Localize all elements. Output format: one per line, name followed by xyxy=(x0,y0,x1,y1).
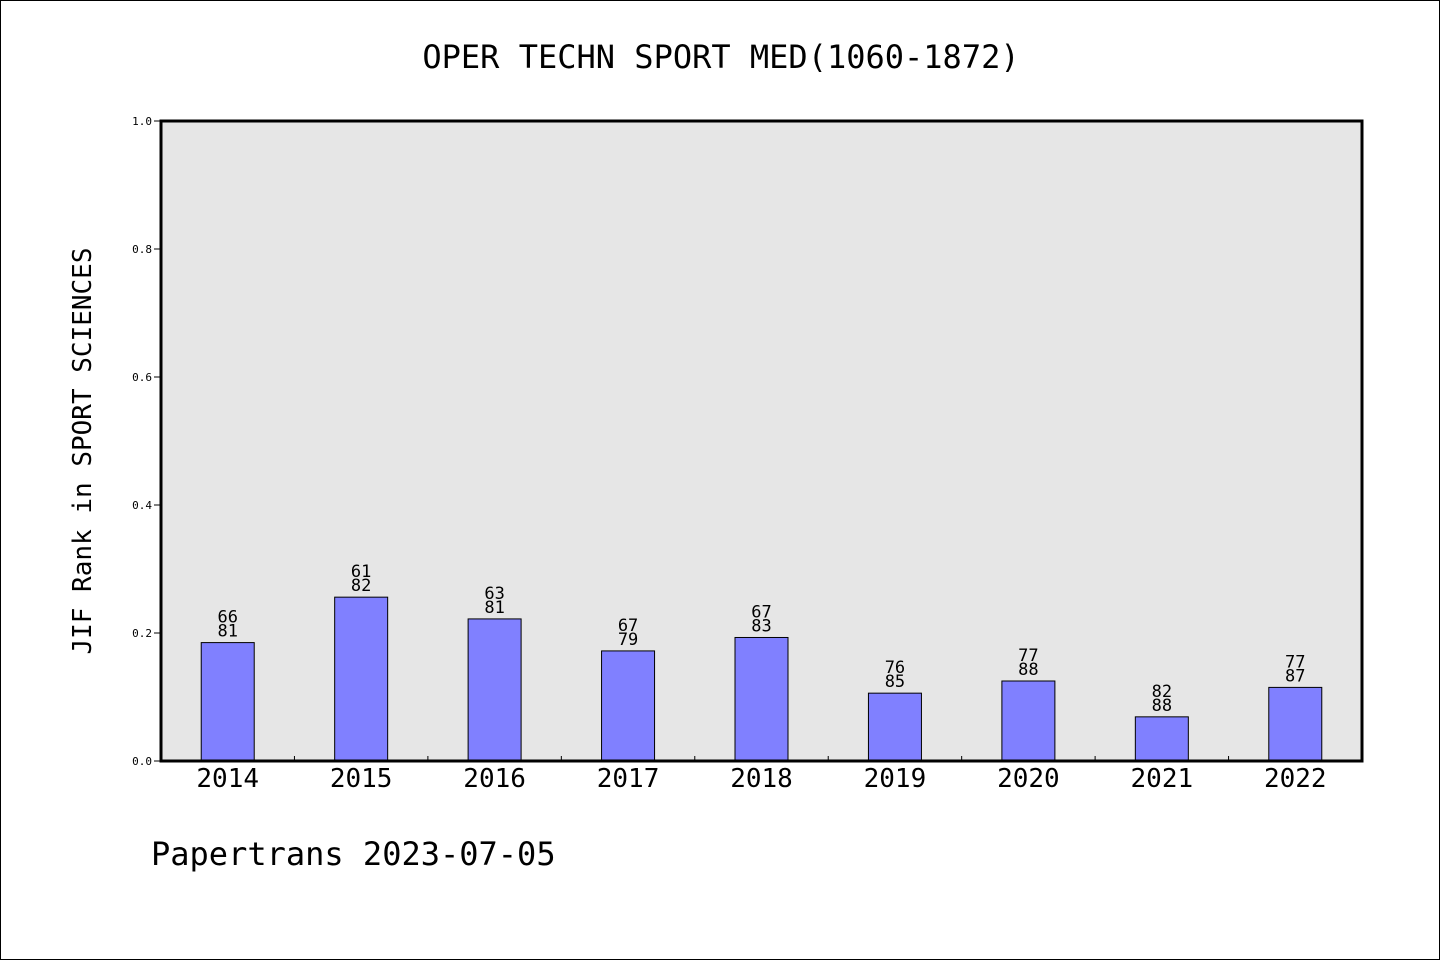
bar-rank-label: 77 xyxy=(1018,646,1038,666)
bar-rank-label: 67 xyxy=(618,616,638,636)
x-tick-label: 2015 xyxy=(330,764,393,794)
bar xyxy=(867,692,922,762)
bar-total-label: 83 xyxy=(751,616,771,636)
bar-rank-label: 66 xyxy=(217,608,237,628)
y-tick-label: 0.6 xyxy=(132,371,152,384)
bar-total-label: 88 xyxy=(1018,660,1038,680)
x-axis-ticks: 2014 2015 2016 2017 2018 2019 2020 2021 2022 xyxy=(196,756,1327,794)
x-tick-label: 2020 xyxy=(997,764,1060,794)
bar-rank-label: 63 xyxy=(484,584,504,604)
bar-total-label: 79 xyxy=(618,630,638,650)
bar-rank-label: 67 xyxy=(751,602,771,622)
y-axis-ticks: 0.0 0.2 0.4 0.6 0.8 1.0 xyxy=(132,115,161,768)
x-tick-label: 2022 xyxy=(1264,764,1327,794)
bar-total-label: 81 xyxy=(484,598,504,618)
footer-text: Papertrans 2023-07-05 xyxy=(151,835,556,873)
x-tick-label: 2014 xyxy=(196,764,259,794)
bars xyxy=(200,596,1323,762)
bar-rank-label: 82 xyxy=(1152,682,1172,702)
bar xyxy=(601,650,656,762)
bar-total-label: 88 xyxy=(1152,696,1172,716)
chart-title: OPER TECHN SPORT MED(1060-1872) xyxy=(422,38,1019,76)
bar xyxy=(334,596,389,762)
bar xyxy=(200,642,255,762)
y-tick-label: 0.8 xyxy=(132,243,152,256)
bar xyxy=(1001,680,1056,762)
bar-rank-label: 61 xyxy=(351,562,371,582)
y-tick-label: 1.0 xyxy=(132,115,152,128)
bar xyxy=(1134,716,1189,762)
y-axis-label: JIF Rank in SPORT SCIENCES xyxy=(68,248,98,655)
bar-rank-label: 76 xyxy=(885,658,905,678)
x-tick-label: 2021 xyxy=(1131,764,1194,794)
x-tick-label: 2018 xyxy=(730,764,793,794)
plot-border xyxy=(159,119,1364,763)
bar-total-label: 82 xyxy=(351,576,371,596)
bar-rank-label: 77 xyxy=(1285,652,1305,672)
bar-total-label: 85 xyxy=(885,672,905,692)
bar xyxy=(467,618,522,762)
y-tick-label: 0.4 xyxy=(132,499,152,512)
y-tick-label: 0.2 xyxy=(132,627,152,640)
bar-total-label: 87 xyxy=(1285,666,1305,686)
bar-total-label: 81 xyxy=(217,622,237,642)
x-tick-label: 2017 xyxy=(597,764,660,794)
x-tick-label: 2019 xyxy=(864,764,927,794)
bar xyxy=(1268,686,1323,762)
x-tick-label: 2016 xyxy=(463,764,526,794)
bar xyxy=(734,636,789,762)
y-tick-label: 0.0 xyxy=(132,755,152,768)
